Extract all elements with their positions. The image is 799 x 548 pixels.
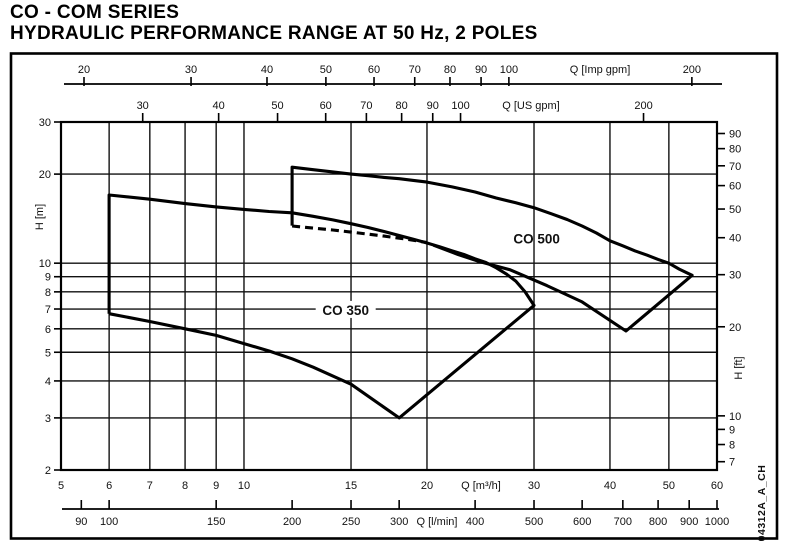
h-m-tick-label: 8 xyxy=(45,287,51,299)
h-ft-tick-label: 8 xyxy=(729,440,735,452)
h-m-tick-label: 3 xyxy=(45,413,51,425)
m3h-tick-label: 20 xyxy=(421,480,433,492)
h-m-tick-label: 10 xyxy=(39,258,51,270)
lmin-tick-label: 800 xyxy=(649,516,667,528)
us-gpm-tick-label: 40 xyxy=(213,100,225,112)
h-m-tick-label: 7 xyxy=(45,304,51,316)
imp-gpm-tick-label: 70 xyxy=(409,64,421,76)
imp-gpm-tick-label: 100 xyxy=(500,64,518,76)
m3h-tick-label: 8 xyxy=(182,480,188,492)
h-ft-tick-label: 60 xyxy=(729,181,741,193)
co-500-envelope-dashed xyxy=(291,224,428,245)
h-ft-tick-label: 90 xyxy=(729,128,741,140)
m3h-tick-label: 15 xyxy=(345,480,357,492)
us-gpm-tick-label: 100 xyxy=(451,100,469,112)
lmin-tick-label: 100 xyxy=(100,516,118,528)
co-500-envelope-solid xyxy=(290,165,694,333)
h-m-axis-label: H [m] xyxy=(34,204,46,230)
us-gpm-tick-label: 200 xyxy=(634,100,652,112)
m3h-tick-label: 50 xyxy=(663,480,675,492)
m3h-tick-label: 9 xyxy=(213,480,219,492)
lmin-tick-label: 150 xyxy=(207,516,225,528)
imp-gpm-tick-label: 30 xyxy=(185,64,197,76)
h-ft-tick-label: 50 xyxy=(729,204,741,216)
plot-border xyxy=(59,120,719,472)
m3h-tick-label: 30 xyxy=(528,480,540,492)
figure-frame xyxy=(9,52,779,540)
m3h-tick-label: 6 xyxy=(106,480,112,492)
lmin-tick-label: 500 xyxy=(525,516,543,528)
lmin-tick-label: 300 xyxy=(390,516,408,528)
h-m-tick-label: 9 xyxy=(45,272,51,284)
h-m-tick-label: 6 xyxy=(45,324,51,336)
us-gpm-axis-label: Q [US gpm] xyxy=(502,100,559,112)
imp-gpm-tick-label: 200 xyxy=(683,64,701,76)
co-350-envelope-solid xyxy=(107,193,536,420)
lmin-tick-label: 600 xyxy=(573,516,591,528)
h-ft-tick-label: 40 xyxy=(729,233,741,245)
imp-gpm-tick-label: 50 xyxy=(320,64,332,76)
lmin-tick-label: 900 xyxy=(680,516,698,528)
h-m-tick-label: 20 xyxy=(39,169,51,181)
lmin-tick-label: 700 xyxy=(614,516,632,528)
co-500-series-label: CO 500 xyxy=(513,232,560,247)
figure-title: CO - COM SERIES HYDRAULIC PERFORMANCE RA… xyxy=(10,2,538,44)
h-ft-tick-label: 30 xyxy=(729,270,741,282)
us-gpm-tick-label: 30 xyxy=(137,100,149,112)
imp-gpm-tick-label: 60 xyxy=(368,64,380,76)
us-gpm-tick-label: 50 xyxy=(271,100,283,112)
h-ft-tick-label: 9 xyxy=(729,424,735,436)
lmin-tick-label: 1000 xyxy=(705,516,729,528)
m3h-tick-label: 7 xyxy=(147,480,153,492)
title-line-2: HYDRAULIC PERFORMANCE RANGE AT 50 Hz, 2 … xyxy=(10,23,538,44)
h-ft-axis-label: H [ft] xyxy=(733,356,745,379)
h-m-tick-label: 5 xyxy=(45,347,51,359)
lmin-tick-label: 200 xyxy=(283,516,301,528)
co-350-series-label: CO 350 xyxy=(322,303,369,318)
lmin-tick-label: 400 xyxy=(466,516,484,528)
lmin-tick-label: 250 xyxy=(342,516,360,528)
title-line-1: CO - COM SERIES xyxy=(10,2,180,23)
h-ft-tick-label: 70 xyxy=(729,161,741,173)
h-m-tick-label: 4 xyxy=(45,376,51,388)
h-m-tick-label: 30 xyxy=(39,117,51,129)
lmin-tick-label: 90 xyxy=(75,516,87,528)
h-ft-tick-label: 20 xyxy=(729,322,741,334)
imp-gpm-tick-label: 20 xyxy=(78,64,90,76)
h-ft-tick-label: 80 xyxy=(729,144,741,156)
us-gpm-tick-label: 60 xyxy=(320,100,332,112)
document-code-watermark: 04312A_A_CH xyxy=(756,465,768,542)
h-m-tick-label: 2 xyxy=(45,465,51,477)
imp-gpm-tick-label: 40 xyxy=(261,64,273,76)
imp-gpm-tick-label: 90 xyxy=(475,64,487,76)
us-gpm-tick-label: 80 xyxy=(396,100,408,112)
lmin-axis-label: Q [l/min] xyxy=(417,516,458,528)
imp-gpm-tick-label: 80 xyxy=(444,64,456,76)
co-350-label-bg xyxy=(315,300,376,318)
m3h-tick-label: 10 xyxy=(238,480,250,492)
h-ft-tick-label: 10 xyxy=(729,411,741,423)
m3h-tick-label: 60 xyxy=(711,480,723,492)
m3h-tick-label: 5 xyxy=(58,480,64,492)
us-gpm-tick-label: 90 xyxy=(427,100,439,112)
m3h-tick-label: 40 xyxy=(604,480,616,492)
imp-gpm-axis-label: Q [Imp gpm] xyxy=(570,64,631,76)
us-gpm-tick-label: 70 xyxy=(360,100,372,112)
h-ft-tick-label: 7 xyxy=(729,457,735,469)
m3h-axis-label: Q [m³/h] xyxy=(461,480,501,492)
